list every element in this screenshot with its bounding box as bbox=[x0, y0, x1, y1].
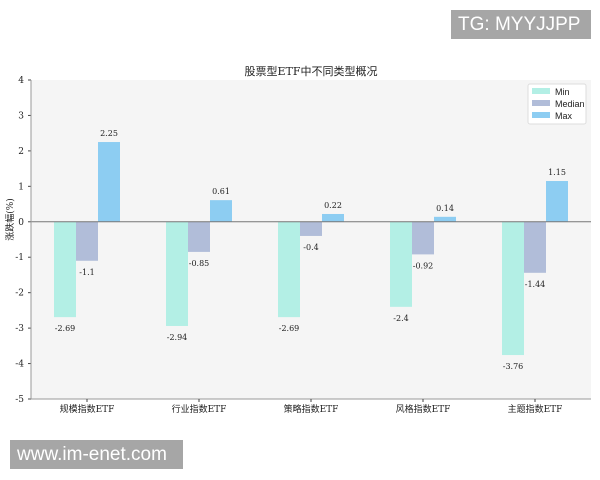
y-tick-label: -3 bbox=[15, 324, 24, 334]
bar-min bbox=[278, 221, 300, 318]
legend-label-median: Median bbox=[555, 99, 585, 109]
legend-swatch-min bbox=[532, 88, 550, 94]
x-tick-label: 规模指数ETF bbox=[60, 403, 115, 415]
data-label: -2.69 bbox=[279, 324, 300, 333]
data-label: 2.25 bbox=[100, 129, 118, 138]
data-label: 0.14 bbox=[436, 204, 454, 213]
data-label: -2.94 bbox=[167, 333, 188, 342]
bar-max bbox=[322, 213, 344, 222]
y-tick-label: -1 bbox=[15, 253, 24, 263]
y-tick-label: -4 bbox=[15, 360, 24, 370]
data-label: -0.85 bbox=[189, 259, 210, 268]
bar-max bbox=[546, 181, 568, 222]
bar-min bbox=[54, 221, 76, 318]
plot-area bbox=[31, 80, 591, 399]
data-label: -2.69 bbox=[55, 324, 76, 333]
legend-swatch-median bbox=[532, 100, 550, 106]
data-label: -1.1 bbox=[79, 268, 94, 277]
data-label: -3.76 bbox=[503, 362, 524, 371]
bar-max bbox=[434, 216, 456, 222]
y-tick-label: 0 bbox=[18, 218, 24, 228]
legend-label-min: Min bbox=[555, 87, 570, 97]
data-label: 0.61 bbox=[212, 187, 230, 196]
data-label: -1.44 bbox=[525, 280, 546, 289]
x-tick-label: 风格指数ETF bbox=[396, 403, 451, 415]
legend-label-max: Max bbox=[555, 111, 573, 121]
data-label: 0.22 bbox=[324, 201, 342, 210]
bar-max bbox=[210, 200, 232, 222]
y-tick-label: -2 bbox=[15, 289, 24, 299]
bar-median bbox=[300, 221, 322, 236]
legend-swatch-max bbox=[532, 112, 550, 118]
y-tick-label: 3 bbox=[18, 111, 24, 121]
data-label: -0.92 bbox=[413, 261, 434, 270]
x-tick-label: 策略指数ETF bbox=[284, 403, 339, 415]
x-tick-label: 行业指数ETF bbox=[172, 403, 227, 415]
y-tick-label: 4 bbox=[18, 76, 24, 86]
y-tick-label: -5 bbox=[15, 395, 24, 405]
bar-median bbox=[412, 221, 434, 255]
bar-min bbox=[390, 221, 412, 307]
data-label: -2.4 bbox=[393, 314, 408, 323]
bar-median bbox=[524, 221, 546, 273]
data-label: 1.15 bbox=[548, 168, 566, 177]
bar-min bbox=[502, 221, 524, 356]
y-tick-label: 1 bbox=[18, 182, 24, 192]
bar-min bbox=[166, 221, 188, 326]
x-tick-label: 主题指数ETF bbox=[508, 403, 563, 415]
bar-max bbox=[98, 142, 120, 222]
bar-median bbox=[76, 221, 98, 261]
data-label: -0.4 bbox=[303, 243, 318, 252]
bar-median bbox=[188, 221, 210, 252]
watermark-bottom: www.im-enet.com bbox=[10, 440, 183, 469]
y-axis-label: 涨跌幅(%) bbox=[4, 198, 16, 241]
watermark-top: TG: MYYJJPP bbox=[451, 10, 591, 39]
chart-title: 股票型ETF中不同类型概况 bbox=[245, 64, 378, 78]
y-tick-label: 2 bbox=[18, 147, 24, 157]
